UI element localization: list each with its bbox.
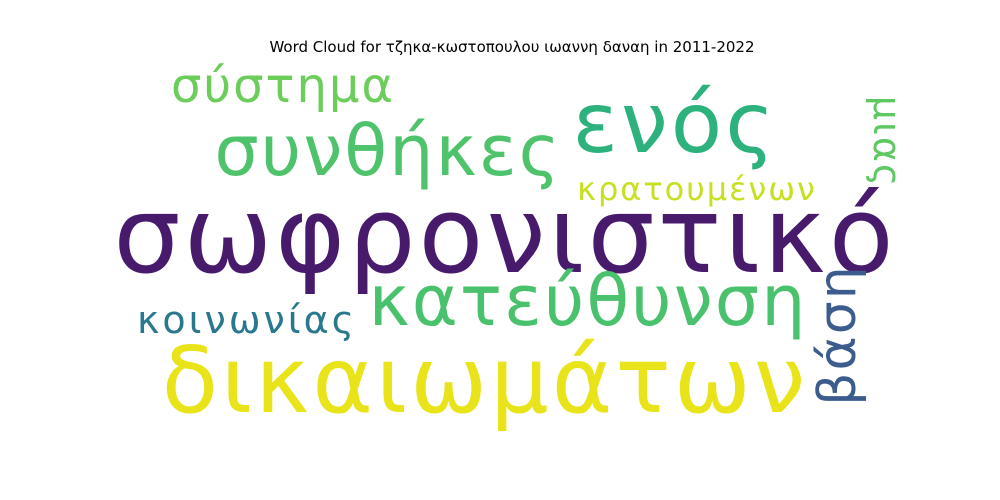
chart-title: Word Cloud for τζηκα-κωστοπουλου ιωαννη … bbox=[269, 38, 754, 56]
word-3: ενός bbox=[572, 74, 777, 172]
word-9: κρατουμένων bbox=[577, 170, 817, 208]
word-7: βάση bbox=[808, 264, 868, 405]
word-8: κοινωνίας bbox=[137, 298, 357, 342]
word-10: μιας bbox=[865, 96, 909, 188]
word-6: σύστημα bbox=[171, 58, 395, 114]
word-2: δικαιωμάτων bbox=[162, 327, 808, 434]
word-5: κατεύθυνση bbox=[368, 260, 807, 342]
word-1: σωφρονιστικό bbox=[113, 174, 896, 297]
word-4: συνθήκες bbox=[214, 110, 561, 192]
